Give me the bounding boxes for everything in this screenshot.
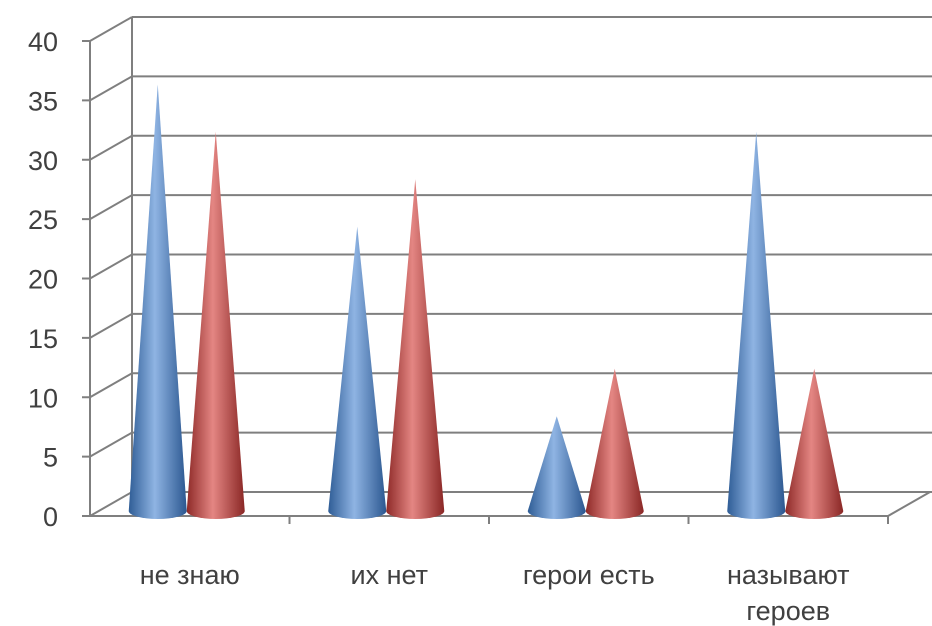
gridline-depth bbox=[89, 372, 133, 399]
floor-edge bbox=[887, 491, 931, 517]
y-tick-label: 30 bbox=[28, 146, 58, 176]
cone-body bbox=[585, 368, 644, 519]
chart-marks bbox=[128, 84, 844, 520]
x-category-label: называют героев bbox=[727, 560, 850, 626]
x-category-label: их нет bbox=[351, 560, 428, 590]
cone-bar bbox=[585, 368, 644, 519]
y-tick-label: 40 bbox=[28, 27, 58, 57]
y-tick-label: 5 bbox=[43, 443, 58, 473]
gridline-depth bbox=[89, 75, 133, 102]
y-tick-label: 10 bbox=[28, 383, 58, 413]
gridline-depth bbox=[89, 194, 133, 220]
y-tick-label: 15 bbox=[28, 324, 58, 354]
cone-body bbox=[527, 416, 586, 519]
cone-bar bbox=[186, 131, 245, 520]
gridline-depth bbox=[89, 431, 133, 458]
chart-gridlines bbox=[89, 16, 932, 517]
y-tick-label: 0 bbox=[43, 502, 58, 532]
cone-body bbox=[328, 226, 387, 519]
cone-bar bbox=[328, 226, 387, 519]
cone-bar bbox=[386, 179, 445, 519]
cone-bar bbox=[128, 84, 187, 520]
x-category-label: не знаю bbox=[140, 560, 240, 590]
cone-body bbox=[727, 131, 786, 520]
cone-body bbox=[386, 179, 445, 519]
y-tick-label: 25 bbox=[28, 205, 58, 235]
cone-body bbox=[128, 84, 187, 520]
x-axis-labels: не знаю их нет герои есть называют героев bbox=[140, 560, 850, 626]
cone-body bbox=[186, 131, 245, 520]
gridline-depth bbox=[89, 253, 133, 280]
cone-body bbox=[785, 368, 844, 519]
x-category-label: герои есть bbox=[523, 560, 655, 590]
cone-bar bbox=[727, 131, 786, 520]
cone-bar bbox=[785, 368, 844, 519]
gridline-depth bbox=[89, 16, 133, 42]
cone-bar bbox=[527, 416, 586, 519]
y-axis-ticks: 0 5 10 15 20 25 30 35 40 bbox=[28, 27, 58, 532]
gridline-depth bbox=[89, 491, 133, 517]
gridline-depth bbox=[89, 134, 133, 161]
y-tick-label: 20 bbox=[28, 265, 58, 295]
y-tick-label: 35 bbox=[28, 86, 58, 116]
gridline-depth bbox=[89, 313, 133, 339]
